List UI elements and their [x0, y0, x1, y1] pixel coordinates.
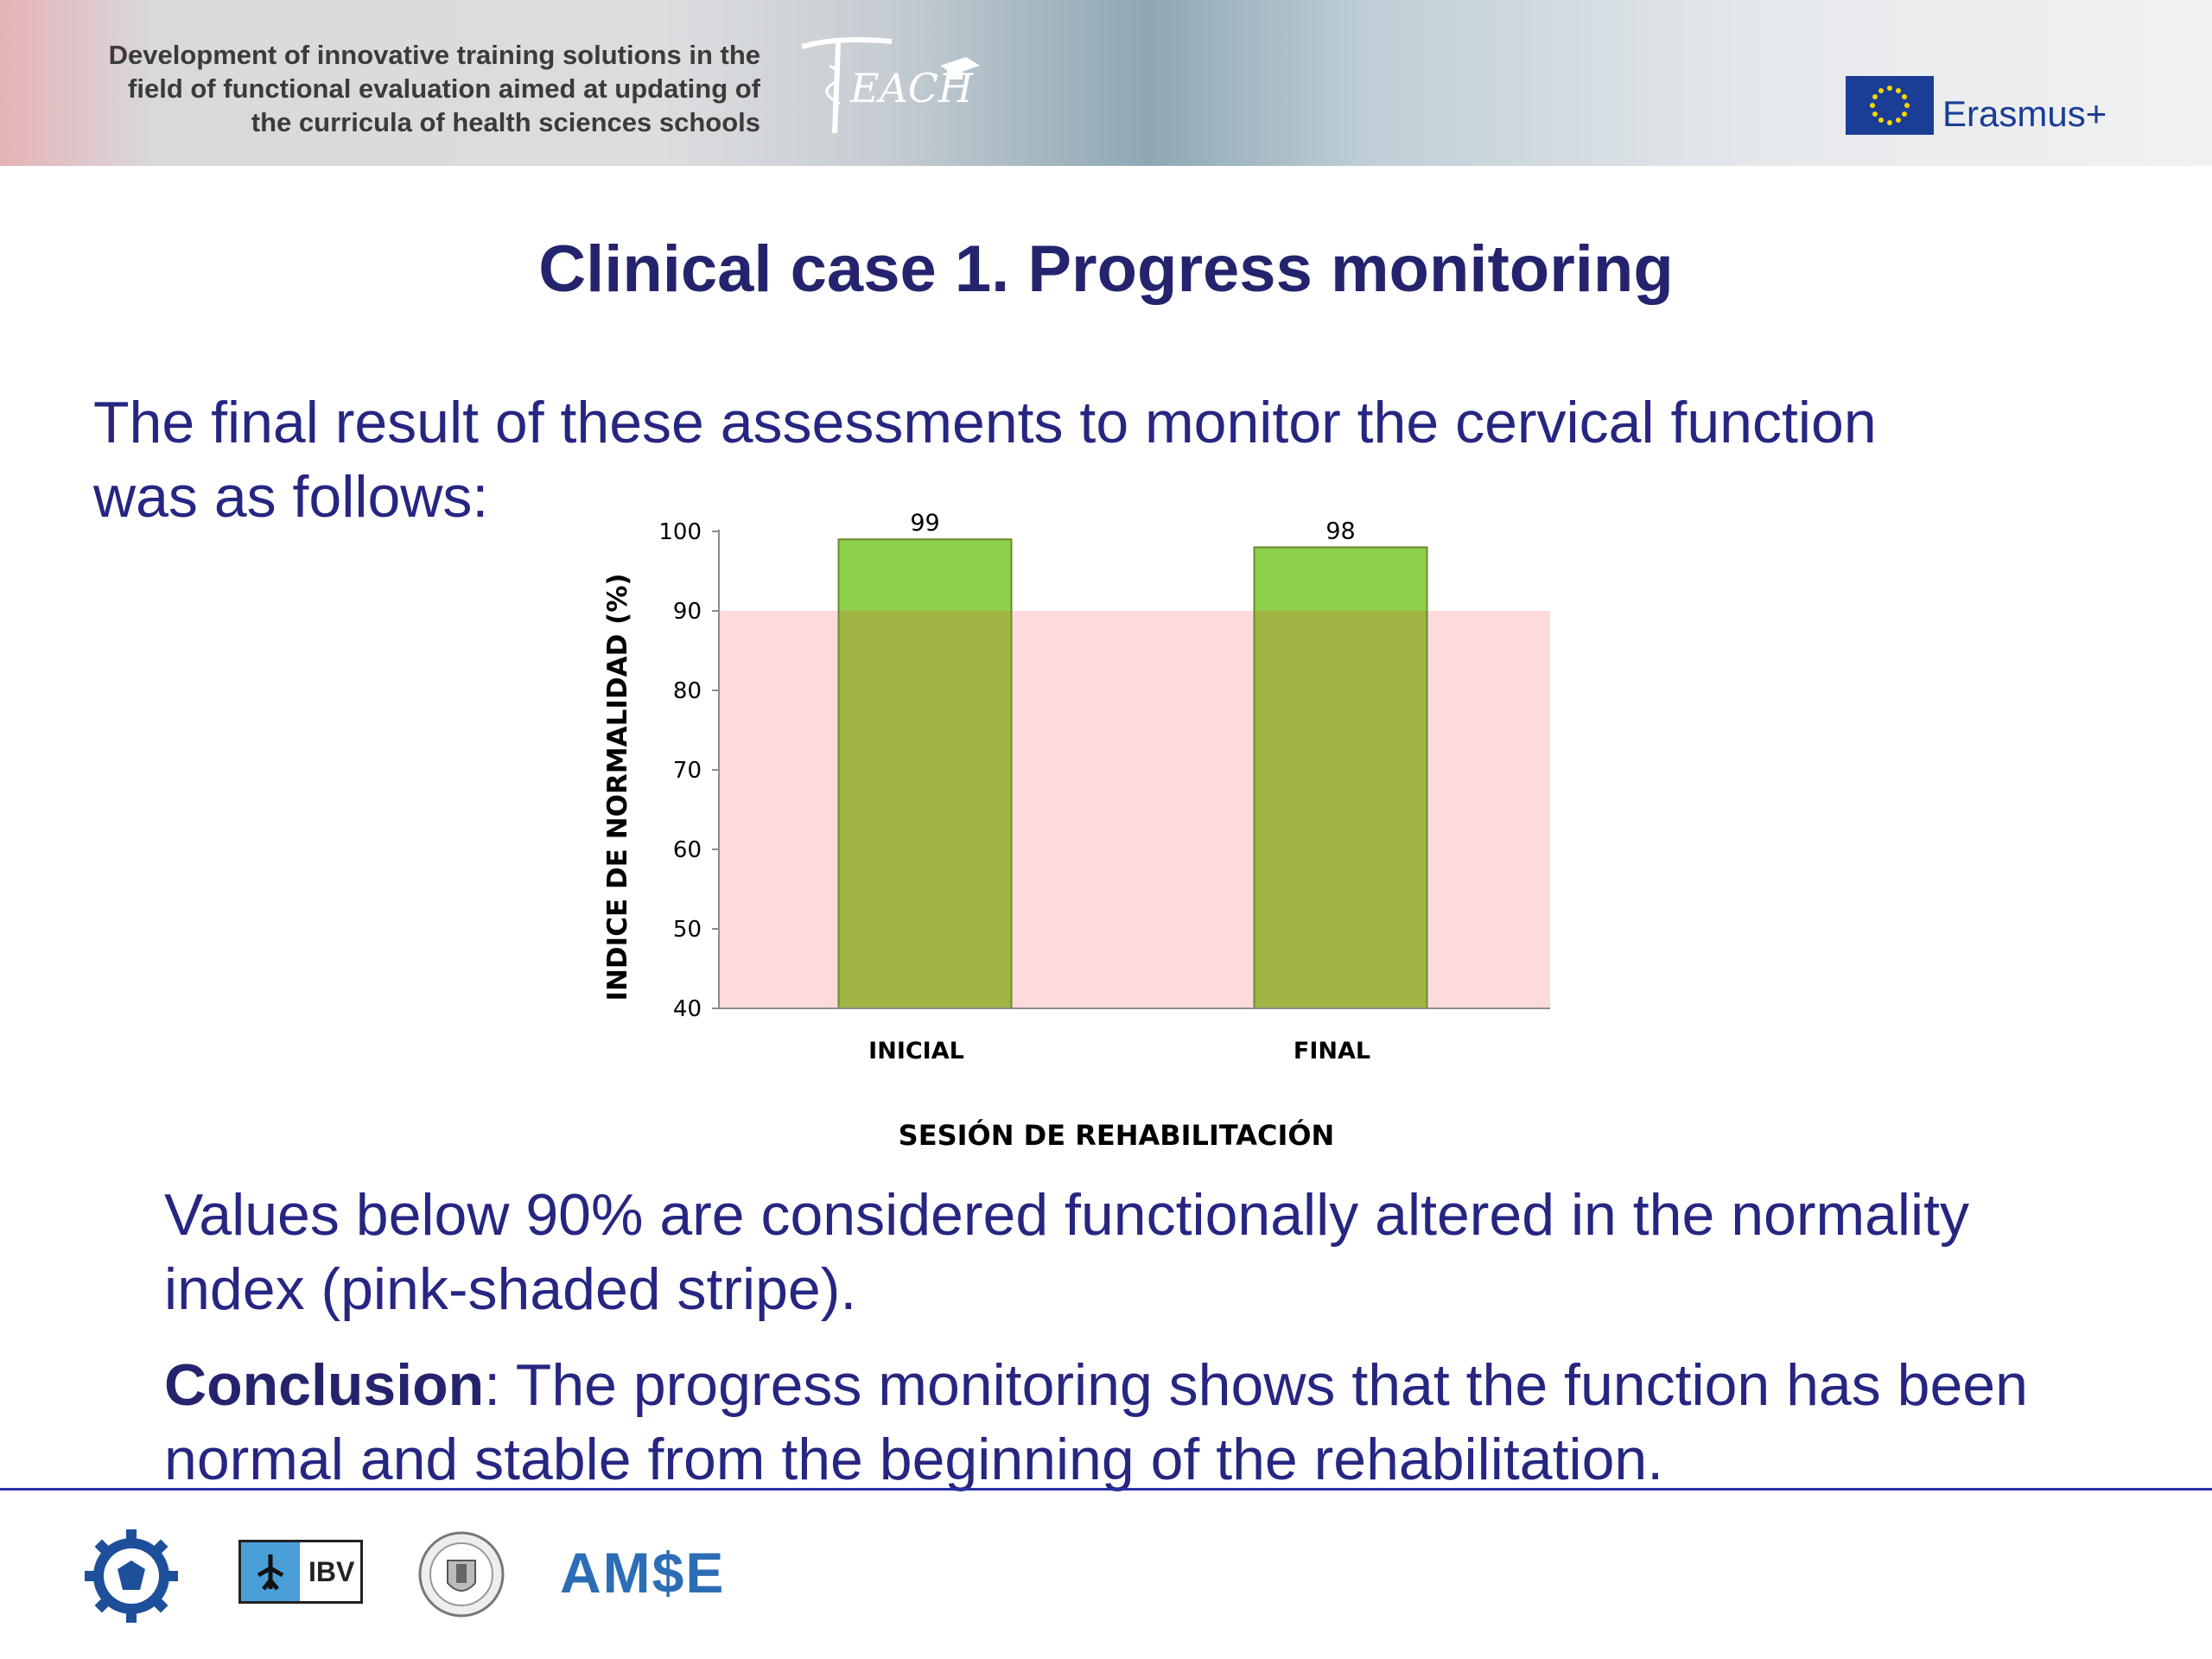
y-tick-label-70: 70	[673, 758, 702, 784]
bar-above-threshold-final	[1254, 547, 1427, 611]
conclusion-label: Conclusion	[164, 1352, 485, 1418]
y-tick-label-100: 100	[658, 519, 702, 545]
intro-text: The final result of these assessments to…	[93, 385, 2098, 534]
erasmus-logo: Erasmus+	[1846, 74, 2122, 140]
project-line-1: Development of innovative training solut…	[108, 40, 760, 70]
project-description: Development of innovative training solut…	[0, 38, 760, 139]
y-tick-label-50: 50	[673, 917, 702, 943]
footer-divider	[0, 1488, 2212, 1491]
project-line-2: field of functional evaluation aimed at …	[128, 73, 760, 104]
header-banner: Development of innovative training solut…	[0, 0, 2212, 166]
conclusion-text: Conclusion: The progress monitoring show…	[164, 1348, 2152, 1497]
university-seal-logo	[418, 1531, 505, 1618]
intro-line-2: was as follows:	[93, 464, 489, 530]
data-label-inicial: 99	[910, 510, 939, 537]
erasmus-label: Erasmus+	[1942, 93, 2107, 134]
teach-logo: EACH	[801, 37, 980, 134]
y-tick-label-80: 80	[673, 678, 702, 704]
ibv-text: IBV	[308, 1556, 355, 1587]
threshold-note: Values below 90% are considered function…	[164, 1178, 2143, 1326]
note-line-1: Values below 90% are considered function…	[164, 1182, 1970, 1248]
conclusion-rest: : The progress monitoring shows that the…	[484, 1352, 2028, 1418]
amse-logo: AM$E	[560, 1541, 726, 1605]
y-tick-label-40: 40	[673, 996, 702, 1022]
y-tick-label-60: 60	[673, 837, 702, 863]
x-tick-label-final: FINAL	[1294, 1038, 1370, 1065]
y-tick-label-90: 90	[673, 599, 702, 625]
note-line-2: index (pink-shaded stripe).	[164, 1256, 857, 1322]
y-axis-title: INDICE DE NORMALIDAD (%)	[602, 573, 633, 1001]
university-gear-logo	[85, 1529, 178, 1623]
project-line-3: the curricula of health sciences schools	[251, 107, 760, 137]
data-label-final: 98	[1325, 518, 1355, 544]
eu-flag-icon	[1846, 76, 1934, 135]
x-tick-label-inicial: INICIAL	[868, 1038, 964, 1065]
ibv-figure-icon	[241, 1542, 300, 1601]
bar-above-threshold-inicial	[838, 539, 1012, 611]
ibv-logo: IBV	[238, 1540, 363, 1604]
conclusion-line-2: normal and stable from the beginning of …	[164, 1427, 1664, 1492]
bar-in-band-final	[1254, 611, 1427, 1008]
intro-line-1: The final result of these assessments to…	[93, 390, 1877, 455]
bar-in-band-inicial	[838, 611, 1012, 1008]
x-axis-title: SESIÓN DE REHABILITACIÓN	[899, 1118, 1335, 1152]
normality-chart: 99 INICIAL 98 FINAL 40 50 60 70 80 90 100 INDICE DE…	[602, 510, 1550, 1152]
slide-title: Clinical case 1. Progress monitoring	[538, 232, 1674, 306]
